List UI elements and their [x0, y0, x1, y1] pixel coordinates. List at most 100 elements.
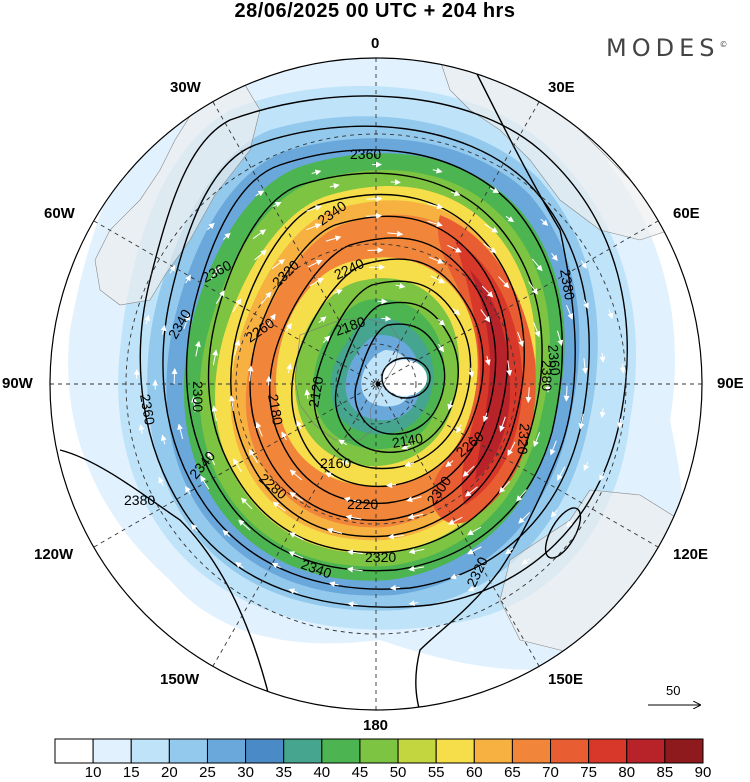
wind-vector [328, 581, 339, 588]
logo-mark: © [719, 40, 728, 49]
wind-vector [255, 421, 263, 437]
colorbar-swatch [473, 738, 513, 764]
wind-vector [207, 222, 215, 231]
wind-vector [289, 491, 303, 502]
wind-vector [525, 387, 532, 404]
wind-vector [447, 400, 454, 411]
wind-vector [445, 460, 454, 468]
wind-vector [367, 247, 384, 254]
wind-vector [341, 460, 351, 466]
wind-vector [583, 299, 589, 310]
wind-vector [194, 340, 201, 357]
wind-vector [271, 258, 285, 270]
wind-vector [233, 458, 242, 473]
contour-label: 2140 [391, 430, 425, 451]
wind-vector [271, 562, 281, 569]
wind-vector [467, 526, 482, 536]
wind-vector [326, 527, 343, 534]
contour-label: 2120 [305, 375, 326, 409]
graticule [50, 58, 702, 710]
wind-vector [366, 212, 383, 219]
contour-label: 2360 [545, 344, 564, 377]
wind-vector [306, 223, 322, 231]
wind-vector [345, 514, 362, 521]
wind-vector [281, 431, 287, 441]
colorbar-swatch [511, 738, 552, 764]
wind-vector [599, 352, 606, 363]
wind-vector [467, 546, 482, 555]
contour-label: 2160 [320, 455, 351, 471]
wind-vector [450, 573, 460, 580]
wind-vector [324, 472, 335, 478]
wind-vector [437, 318, 446, 326]
wind-vector [481, 285, 494, 298]
colorbar-label: 20 [161, 764, 178, 781]
wind-vector [144, 314, 150, 325]
wind-vector [288, 551, 304, 559]
wind-vector [232, 298, 242, 313]
colorbar-swatch [245, 738, 285, 764]
wind-vector [607, 309, 614, 320]
wind-vector [507, 441, 516, 456]
wind-vector [505, 215, 515, 223]
wind-vector [311, 169, 322, 176]
colorbar-swatch [359, 738, 399, 764]
colorbar-label: 35 [275, 764, 293, 781]
wind-vector [599, 408, 606, 419]
wind-vector [289, 469, 303, 481]
wind-vector [346, 566, 363, 573]
wind-vector [381, 315, 392, 322]
modes-logo: MODES© [606, 34, 727, 62]
colorbar-swatch [168, 738, 208, 764]
colorbar-label: 90 [694, 764, 712, 781]
contour-label: 2320 [365, 549, 396, 565]
wind-vector [190, 523, 198, 532]
wind-vector [329, 183, 340, 189]
wind-vector [215, 290, 225, 305]
lon-label-60e: 60E [673, 205, 700, 222]
wind-vector [325, 235, 342, 242]
colorbar-swatch [626, 738, 666, 764]
wind-vector [240, 497, 253, 510]
lon-label-120e: 120E [673, 546, 709, 563]
wind-vector [160, 434, 167, 445]
wind-vector [498, 480, 511, 494]
wind-vector [260, 291, 272, 305]
wind-vector [386, 482, 397, 489]
wind-vector [185, 274, 191, 284]
wind-vector [550, 509, 558, 518]
wind-vector [210, 266, 221, 280]
wind-vector [581, 358, 588, 375]
wind-vector [247, 365, 254, 382]
wind-vector [408, 548, 425, 555]
wind-vector [309, 277, 324, 287]
logo-text: MODES [606, 34, 720, 62]
wind-vector [252, 229, 267, 240]
wind-vector [347, 549, 363, 556]
wind-vector [266, 313, 276, 328]
wind-vector [450, 190, 461, 197]
colorbar-label: 60 [465, 764, 483, 781]
wind-vector [318, 316, 327, 323]
wind-vector [229, 395, 235, 412]
wind-vector [288, 588, 298, 595]
colorbar-swatch [397, 738, 437, 764]
wind-vector [304, 389, 311, 400]
colorbar-swatch [92, 738, 132, 764]
wind-vector [395, 282, 406, 289]
wind-vector [531, 258, 543, 272]
wind-vector [401, 444, 411, 450]
wind-vector [138, 424, 145, 434]
wind-vector [272, 201, 282, 208]
wind-vector [211, 405, 218, 422]
colorbar-label: 50 [389, 764, 407, 781]
colorbar-label: 30 [237, 764, 254, 781]
wind-vector [285, 322, 292, 332]
colorbar-label: 15 [122, 764, 140, 781]
lon-label-180: 180 [363, 717, 389, 734]
wind-vector [408, 600, 419, 607]
wind-vector [307, 259, 323, 268]
wind-vector [389, 584, 400, 591]
wind-vector [296, 420, 302, 430]
wind-vector [171, 368, 178, 385]
